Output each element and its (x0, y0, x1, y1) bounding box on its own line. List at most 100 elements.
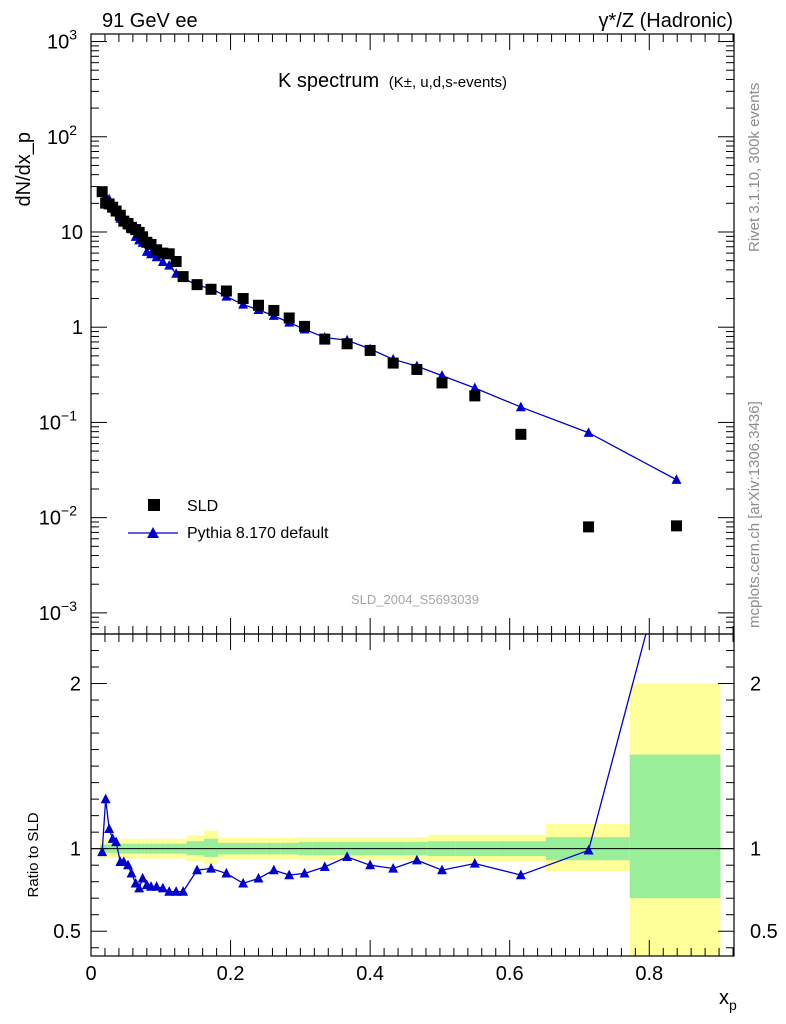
chart-title-main: K spectrum (278, 70, 379, 92)
ratio-point (123, 859, 133, 870)
chart-title: K spectrum (K±, u,d,s-events) (278, 70, 507, 92)
ratio-point (100, 793, 111, 804)
ratio-point (437, 864, 447, 875)
x-axis-label: xp (719, 987, 737, 1013)
data-point (220, 285, 232, 297)
ratio-y-tick-label: 0.5 (53, 921, 81, 943)
ratio-point (268, 864, 279, 875)
energy-label: 91 GeV ee (102, 10, 198, 32)
ratio-point (221, 867, 232, 878)
data-point (283, 312, 295, 324)
ratio-panel: 0.5 0.5 1 1 2 2 0 0.2 0.4 0.6 0.8 Ratio to SLD xp (25, 633, 778, 1013)
data-point (170, 255, 182, 267)
ratio-point (137, 872, 148, 883)
ratio-y-axis-label: Ratio to SLD (25, 812, 42, 897)
ratio-y-tick-label-right: 2 (750, 674, 761, 696)
ratio-x-ticks: 0 0.2 0.4 0.6 0.8 (85, 634, 734, 985)
source-label: mcplots.cern.ch [arXiv:1306.3436] (746, 401, 763, 628)
data-point (319, 333, 331, 345)
data-point (515, 428, 527, 440)
ratio-point (134, 882, 145, 893)
y-tick-label: 102 (47, 122, 77, 149)
y-tick-label: 1 (72, 317, 83, 339)
spectrum-frame (90, 33, 735, 635)
ratio-y-ticks: 0.5 0.5 1 1 2 2 (53, 633, 778, 949)
inner-band (629, 754, 721, 899)
data-point (583, 521, 595, 533)
legend-triangle-marker-icon (147, 527, 159, 538)
data-point (191, 279, 203, 291)
data-point (411, 363, 423, 375)
mc-point (151, 251, 162, 262)
inner-band (204, 838, 219, 857)
ratio-point (111, 836, 122, 847)
rivet-version-label: Rivet 3.1.10, 300k events (746, 82, 763, 252)
y-tick-label: 10−2 (39, 503, 77, 530)
y-tick-label: 103 (47, 27, 77, 54)
y-tick-label: 10 (61, 222, 83, 244)
ratio-point (411, 854, 422, 865)
ratio-point (164, 886, 175, 896)
x-tick-label: 0.6 (496, 963, 524, 985)
mc-point (515, 401, 526, 412)
ratio-point (469, 858, 480, 868)
mc-curve (97, 187, 682, 484)
x-tick-label: 0.2 (217, 963, 245, 985)
ratio-point (388, 862, 399, 873)
data-point (252, 299, 264, 311)
uncertainty-bands (100, 683, 721, 956)
ratio-point (365, 859, 376, 870)
data-point (157, 247, 169, 259)
spectrum-y-axis-label: dN/dx_p (13, 132, 35, 207)
ratio-point (253, 872, 264, 883)
ratio-y-tick-label: 1 (70, 839, 81, 861)
data-point (469, 390, 481, 402)
process-label: γ*/Z (Hadronic) (599, 10, 733, 32)
spectrum-y-ticks: 10−3 10−2 10−1 1 10 102 103 (39, 27, 734, 635)
legend-label-mc: Pythia 8.170 default (187, 525, 329, 542)
y-tick-label: 10−3 (39, 598, 77, 625)
ratio-point (178, 886, 189, 896)
ratio-point (238, 877, 249, 888)
data-point (341, 338, 353, 350)
mc-point (164, 259, 175, 270)
ratio-point (126, 867, 137, 878)
chart-title-suffix: (K±, u,d,s-events) (389, 74, 507, 91)
data-point (237, 293, 249, 305)
data-point (145, 238, 157, 250)
ratio-point (284, 869, 295, 880)
data-point (670, 520, 682, 532)
mc-point (146, 248, 156, 259)
ratio-y-tick-label-right: 1 (750, 839, 761, 861)
ratio-point (151, 881, 162, 891)
mc-point (157, 256, 168, 267)
ratio-point (515, 869, 526, 880)
ratio-point (104, 823, 115, 833)
data-point (299, 320, 311, 332)
ratio-point (342, 851, 353, 862)
data-point (151, 244, 163, 256)
ratio-y-tick-label-right: 0.5 (750, 921, 778, 943)
data-point (96, 186, 108, 198)
ratio-point (206, 862, 216, 873)
data-point (114, 209, 126, 221)
x-tick-label: 0 (85, 963, 96, 985)
data-point (364, 344, 376, 356)
analysis-id: SLD_2004_S5693039 (351, 592, 479, 607)
legend-label-data: SLD (187, 498, 218, 515)
ratio-point (171, 886, 182, 896)
spectrum-panel: 10−3 10−2 10−1 1 10 102 103 K spectrum (K±, u,… (13, 27, 735, 635)
legend: SLD Pythia 8.170 default (128, 498, 329, 542)
y-tick-label: 10−1 (39, 407, 77, 434)
ratio-point (192, 864, 203, 875)
data-point (205, 283, 217, 295)
legend-square-marker-icon (148, 499, 160, 511)
data-point (268, 304, 280, 316)
ratio-point (157, 882, 168, 893)
data-points (96, 186, 682, 533)
ratio-y-tick-label: 2 (70, 674, 81, 696)
mc-point (671, 474, 682, 484)
ratio-point (97, 846, 108, 857)
ratio-point (583, 844, 594, 855)
